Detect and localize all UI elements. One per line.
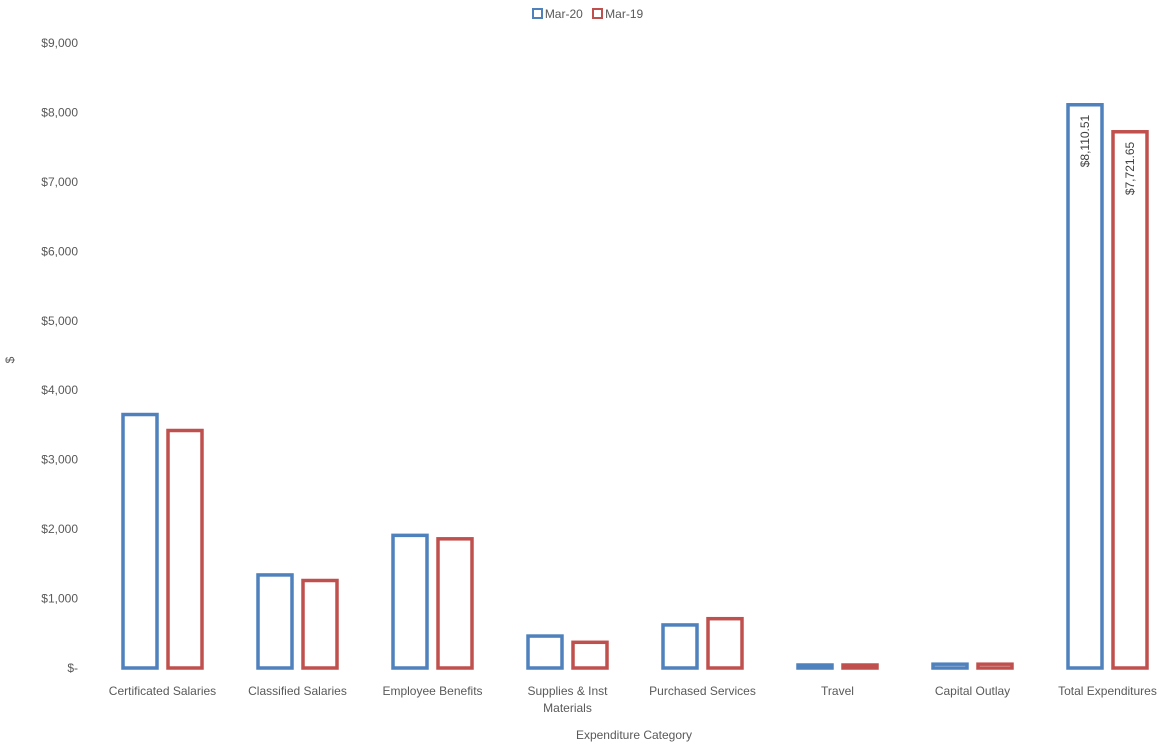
x-tick-label: Employee Benefits: [382, 684, 482, 698]
bar: [796, 663, 834, 670]
bar: [706, 616, 744, 670]
data-label: $7,721.65: [1123, 141, 1137, 195]
x-axis-title: Expenditure Category: [576, 728, 692, 742]
bar: [121, 412, 159, 670]
y-tick-label: $5,000: [41, 314, 78, 328]
x-tick-label: Materials: [543, 701, 592, 715]
x-tick-label: Capital Outlay: [935, 684, 1010, 698]
y-tick-label: $2,000: [41, 522, 78, 536]
x-tick-label: Total Expenditures: [1058, 684, 1157, 698]
y-tick-label: $-: [67, 661, 78, 675]
bar: [526, 634, 564, 670]
y-tick-label: $3,000: [41, 453, 78, 467]
y-tick-label: $9,000: [41, 36, 78, 50]
chart-legend: Mar-20 Mar-19: [0, 7, 1175, 21]
bar: [1111, 130, 1149, 670]
x-tick-label: Classified Salaries: [248, 684, 347, 698]
legend-label-series-0: Mar-20: [544, 7, 583, 21]
y-tick-label: $6,000: [41, 244, 78, 258]
bar: [571, 640, 609, 670]
legend-label-series-1: Mar-19: [605, 7, 644, 21]
x-tick-label: Certificated Salaries: [109, 684, 216, 698]
x-tick-label: Supplies & Inst: [527, 684, 608, 698]
x-tick-label: Purchased Services: [649, 684, 756, 698]
y-tick-label: $4,000: [41, 383, 78, 397]
legend-item-series-0: Mar-20: [531, 7, 583, 21]
y-tick-label: $1,000: [41, 592, 78, 606]
y-axis-title: $: [3, 356, 17, 363]
bar: [1066, 103, 1104, 670]
bar: [256, 573, 294, 670]
data-label: $8,110.51: [1078, 114, 1092, 167]
legend-swatch-series-0: [531, 8, 543, 19]
y-tick-label: $8,000: [41, 105, 78, 119]
bar: [166, 428, 204, 670]
bar: [301, 578, 339, 670]
bar: [436, 537, 474, 670]
legend-swatch-series-1: [592, 8, 604, 19]
bar: [931, 662, 969, 670]
bar: [976, 662, 1014, 670]
y-tick-label: $7,000: [41, 175, 78, 189]
legend-item-series-1: Mar-19: [592, 7, 643, 21]
x-tick-label: Travel: [821, 684, 854, 698]
bar: [661, 623, 699, 670]
bar: [841, 663, 879, 670]
bar: [391, 533, 429, 670]
